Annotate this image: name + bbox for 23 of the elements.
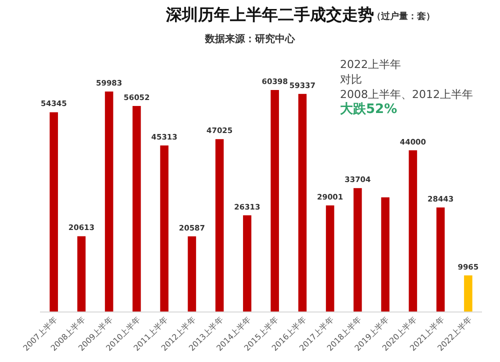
annotation: 大跌52% [340,102,398,117]
source-note: 数据来源：研究中心 [204,33,296,45]
bar [354,188,362,312]
bar [215,139,224,312]
annotation: 2008上半年、2012上半年 [340,88,473,101]
bar [50,112,58,312]
bar [188,236,196,312]
bar [160,145,168,312]
bar [77,236,86,312]
bar [298,94,307,312]
bar [132,106,141,312]
chart-title: 深圳历年上半年二手成交走势 [165,5,374,24]
bar [464,275,472,312]
bar [408,150,418,312]
text: 2022上半年 [340,58,401,71]
text: 对比 [340,73,362,86]
bar [104,92,114,312]
bar [243,215,252,312]
bar [436,207,445,312]
bar [270,90,279,312]
bar [381,197,390,312]
chart-subtitle: （过户量：套） [372,11,435,22]
bar [326,205,334,312]
